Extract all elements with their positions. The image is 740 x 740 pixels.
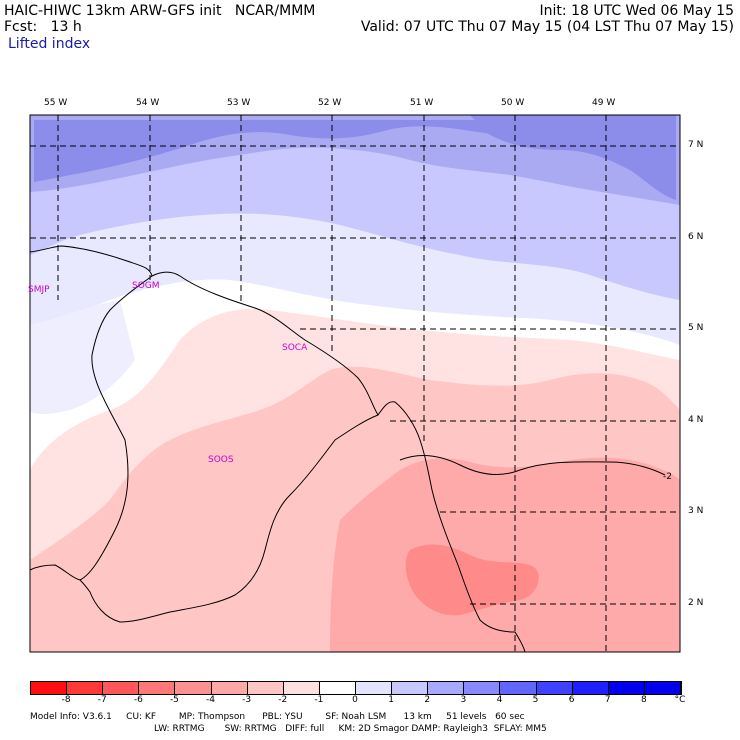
- contour-label: -2: [663, 472, 672, 482]
- colorbar-cell: [139, 682, 176, 694]
- band-minus-3: [330, 457, 680, 652]
- lon-label-53w: 53 W: [227, 98, 251, 108]
- colorbar-cell: [536, 682, 573, 694]
- border-fg-brazil: [79, 414, 379, 623]
- lat-lon-grid: [30, 115, 680, 652]
- colorbar-tick-label: 7: [604, 695, 611, 705]
- model-info-line2: LW: RRTMG SW: RRTMG DIFF: full KM: 2D Sm…: [154, 724, 547, 734]
- colorbar-cell: [500, 682, 537, 694]
- lon-label-50w: 50 W: [501, 98, 525, 108]
- band-plus-4-east: [470, 115, 676, 200]
- colorbar-cell: [355, 682, 393, 694]
- colorbar-tick-label: 5: [532, 695, 539, 705]
- colorbar-cell: [319, 682, 356, 694]
- colorbar-tick-label: -6: [133, 695, 143, 705]
- model-info-line1: Model Info: V3.6.1 CU: KF MP: Thompson P…: [30, 712, 525, 722]
- colorbar-tick-label: -5: [169, 695, 179, 705]
- init-time: Init: 18 UTC Wed 06 May 15: [539, 3, 734, 19]
- colorbar-cell: [608, 682, 645, 694]
- lat-label-3n: 3 N: [688, 506, 704, 516]
- colorbar-cell: [392, 682, 429, 694]
- station-smjp: SMJP: [28, 285, 50, 295]
- valid-time: Valid: 07 UTC Thu 07 May 15 (04 LST Thu …: [360, 19, 734, 35]
- colorbar-tick-label: -3: [242, 695, 252, 705]
- model-title: HAIC-HIWC 13km ARW-GFS init NCAR/MMM: [4, 3, 316, 19]
- colorbar-tick-label: 2: [424, 695, 431, 705]
- colorbar-unit: °C: [674, 695, 686, 705]
- station-soos: SOOS: [208, 455, 234, 465]
- border-suriname-south: [29, 564, 81, 581]
- station-labels: SMJP SOGM SOCA SOOS: [28, 281, 308, 465]
- colorbar-cell: [103, 682, 140, 694]
- band-minus-4: [405, 544, 539, 616]
- colorbar-tick-label: -2: [278, 695, 288, 705]
- colorbar-cell: [211, 682, 248, 694]
- lon-label-54w: 54 W: [136, 98, 160, 108]
- colorbar-cell: [31, 682, 68, 694]
- colorbar-cell: [572, 682, 609, 694]
- colorbar-tick-label: -8: [61, 695, 71, 705]
- lat-label-4n: 4 N: [688, 415, 704, 425]
- lon-label-55w: 55 W: [44, 98, 68, 108]
- colorbar-tick-label: 3: [460, 695, 467, 705]
- lat-label-7n: 7 N: [688, 140, 704, 150]
- colorbar-cell: [464, 682, 501, 694]
- lat-label-5n: 5 N: [688, 323, 704, 333]
- colorbar-tick-label: -7: [97, 695, 107, 705]
- colorbar-tick-label: -1: [314, 695, 324, 705]
- forecast-hour: Fcst: 13 h: [4, 19, 82, 35]
- colorbar-cell: [428, 682, 465, 694]
- colorbar-tick-label: 6: [568, 695, 575, 705]
- contour-minus-2: [399, 455, 666, 476]
- lon-label-51w: 51 W: [410, 98, 434, 108]
- colorbar-tick-label: 0: [352, 695, 358, 705]
- lat-label-6n: 6 N: [688, 232, 704, 242]
- colorbar-tick-label: -4: [206, 695, 216, 705]
- coastline: [29, 245, 526, 653]
- lon-label-49w: 49 W: [592, 98, 616, 108]
- band-plus-1-south: [30, 300, 135, 415]
- colorbar-cell: [283, 682, 320, 694]
- colorbar-tick-label: 4: [496, 695, 503, 705]
- station-sogm: SOGM: [132, 281, 160, 291]
- map-frame: [29, 114, 681, 653]
- political-boundaries: [29, 245, 526, 653]
- shaded-field: [30, 115, 680, 652]
- colorbar-cell: [644, 682, 681, 694]
- colorbar: [30, 681, 682, 695]
- lat-label-2n: 2 N: [688, 598, 704, 608]
- field-name: Lifted index: [8, 36, 91, 52]
- station-soca: SOCA: [282, 343, 308, 353]
- colorbar-cell: [175, 682, 212, 694]
- colorbar-cell: [247, 682, 284, 694]
- colorbar-tick-label: 1: [388, 695, 394, 705]
- lon-label-52w: 52 W: [318, 98, 342, 108]
- colorbar-tick-label: 8: [641, 695, 647, 705]
- border-suriname-fg: [79, 275, 153, 581]
- colorbar-cell: [67, 682, 104, 694]
